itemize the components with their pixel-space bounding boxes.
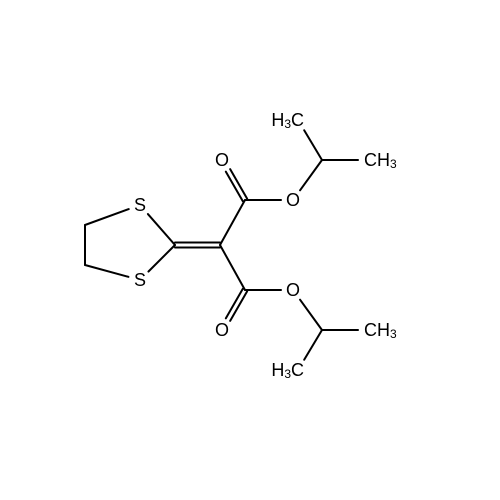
atom-label-C_me_bot_right: CH3: [364, 320, 397, 341]
atom-label-C_me_top_left: H3C: [271, 110, 304, 131]
atom-label-C_me_top_right: CH3: [364, 150, 397, 171]
atom-label-O_ether_top: O: [286, 190, 300, 210]
atom-label-S2: S: [134, 270, 146, 290]
atom-label-O_dbl_bot: O: [215, 320, 229, 340]
atom-label-O_ether_bot: O: [286, 280, 300, 300]
atom-label-O_dbl_top: O: [215, 150, 229, 170]
atom-label-S1: S: [134, 195, 146, 215]
atom-label-C_me_bot_down: H3C: [271, 360, 304, 381]
molecule-diagram: S S O O H3C CH3 O O CH3 H3C: [0, 0, 500, 500]
